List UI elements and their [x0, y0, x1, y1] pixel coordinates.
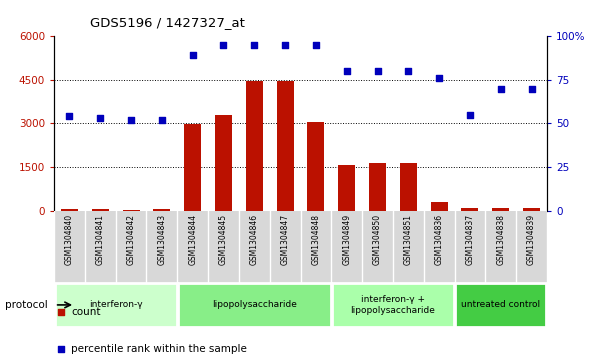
- Text: GSM1304851: GSM1304851: [404, 214, 413, 265]
- Point: [403, 68, 413, 74]
- Text: GSM1304836: GSM1304836: [435, 214, 444, 265]
- Bar: [92, 209, 109, 211]
- Text: GSM1304841: GSM1304841: [96, 214, 105, 265]
- Bar: [246, 81, 263, 211]
- Bar: [276, 81, 293, 211]
- Text: GSM1304843: GSM1304843: [157, 214, 166, 265]
- Bar: [123, 210, 139, 211]
- Point: [126, 117, 136, 123]
- Point: [188, 53, 198, 58]
- Text: interferon-γ: interferon-γ: [89, 301, 142, 309]
- Text: GSM1304848: GSM1304848: [311, 214, 320, 265]
- Bar: [462, 208, 478, 211]
- Point: [280, 42, 290, 48]
- Bar: [369, 163, 386, 211]
- Point: [249, 42, 259, 48]
- Text: count: count: [72, 307, 101, 317]
- Text: percentile rank within the sample: percentile rank within the sample: [72, 344, 247, 354]
- Bar: [492, 208, 509, 211]
- Bar: [215, 115, 232, 211]
- Bar: [332, 283, 454, 327]
- Point: [56, 346, 66, 351]
- Text: GSM1304850: GSM1304850: [373, 214, 382, 265]
- Text: GSM1304839: GSM1304839: [527, 214, 536, 265]
- Bar: [308, 122, 325, 211]
- Bar: [185, 124, 201, 211]
- Bar: [153, 209, 170, 211]
- Bar: [61, 209, 78, 211]
- Text: untreated control: untreated control: [461, 301, 540, 309]
- Text: GSM1304844: GSM1304844: [188, 214, 197, 265]
- Text: GSM1304840: GSM1304840: [65, 214, 74, 265]
- Point: [157, 117, 166, 123]
- Point: [342, 68, 352, 74]
- Bar: [55, 283, 177, 327]
- Bar: [400, 163, 416, 211]
- Text: lipopolysaccharide: lipopolysaccharide: [212, 301, 297, 309]
- Point: [373, 68, 382, 74]
- Text: interferon-γ +
lipopolysaccharide: interferon-γ + lipopolysaccharide: [350, 295, 435, 315]
- Bar: [178, 283, 331, 327]
- Bar: [431, 201, 448, 211]
- Point: [65, 114, 75, 119]
- Text: protocol: protocol: [5, 300, 48, 310]
- Bar: [338, 165, 355, 211]
- Point: [56, 309, 66, 315]
- Point: [311, 42, 321, 48]
- Text: GSM1304845: GSM1304845: [219, 214, 228, 265]
- Bar: [455, 283, 546, 327]
- Point: [526, 86, 536, 91]
- Point: [96, 115, 105, 121]
- Text: GSM1304849: GSM1304849: [342, 214, 351, 265]
- Text: GSM1304838: GSM1304838: [496, 214, 505, 265]
- Text: GDS5196 / 1427327_at: GDS5196 / 1427327_at: [90, 16, 245, 29]
- Point: [465, 112, 475, 118]
- Text: GSM1304842: GSM1304842: [127, 214, 136, 265]
- Point: [219, 42, 228, 48]
- Point: [496, 86, 505, 91]
- Text: GSM1304837: GSM1304837: [465, 214, 474, 265]
- Text: GSM1304846: GSM1304846: [250, 214, 259, 265]
- Text: GSM1304847: GSM1304847: [281, 214, 290, 265]
- Point: [435, 75, 444, 81]
- Bar: [523, 208, 540, 211]
